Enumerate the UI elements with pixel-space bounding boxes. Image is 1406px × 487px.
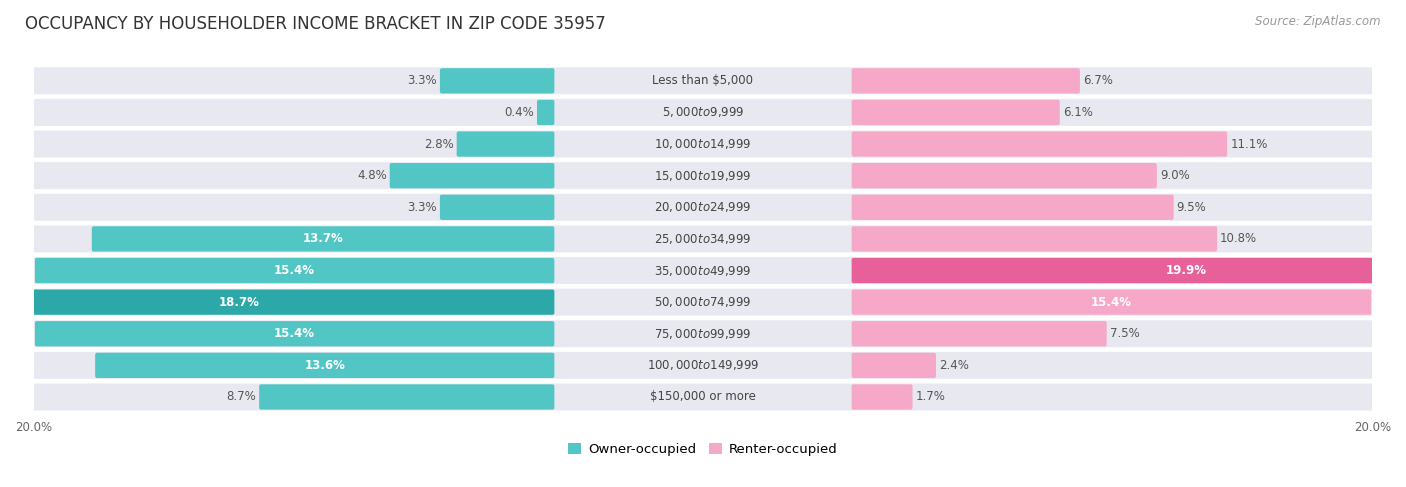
Text: 0.4%: 0.4% <box>505 106 534 119</box>
FancyBboxPatch shape <box>31 66 1375 95</box>
Text: 20.0%: 20.0% <box>1354 421 1391 434</box>
Text: $50,000 to $74,999: $50,000 to $74,999 <box>654 295 752 309</box>
Text: $75,000 to $99,999: $75,000 to $99,999 <box>654 327 752 341</box>
FancyBboxPatch shape <box>31 287 1375 317</box>
Text: 15.4%: 15.4% <box>1091 296 1132 309</box>
FancyBboxPatch shape <box>31 161 1375 190</box>
Text: $35,000 to $49,999: $35,000 to $49,999 <box>654 263 752 278</box>
FancyBboxPatch shape <box>852 131 1227 157</box>
FancyBboxPatch shape <box>852 353 936 378</box>
FancyBboxPatch shape <box>852 321 1107 346</box>
Text: 4.8%: 4.8% <box>357 169 387 182</box>
FancyBboxPatch shape <box>440 195 554 220</box>
Text: 15.4%: 15.4% <box>274 327 315 340</box>
Legend: Owner-occupied, Renter-occupied: Owner-occupied, Renter-occupied <box>562 438 844 462</box>
Text: 10.8%: 10.8% <box>1220 232 1257 245</box>
Text: 19.9%: 19.9% <box>1166 264 1208 277</box>
Text: $25,000 to $34,999: $25,000 to $34,999 <box>654 232 752 246</box>
Text: $15,000 to $19,999: $15,000 to $19,999 <box>654 169 752 183</box>
Text: 20.0%: 20.0% <box>15 421 52 434</box>
FancyBboxPatch shape <box>259 384 554 410</box>
FancyBboxPatch shape <box>852 226 1218 252</box>
Text: 2.4%: 2.4% <box>939 359 969 372</box>
FancyBboxPatch shape <box>852 384 912 410</box>
Text: 1.7%: 1.7% <box>915 391 945 404</box>
Text: 7.5%: 7.5% <box>1109 327 1139 340</box>
FancyBboxPatch shape <box>31 192 1375 222</box>
Text: 9.5%: 9.5% <box>1177 201 1206 214</box>
Text: $10,000 to $14,999: $10,000 to $14,999 <box>654 137 752 151</box>
Text: 18.7%: 18.7% <box>219 296 260 309</box>
FancyBboxPatch shape <box>96 353 554 378</box>
Text: 6.7%: 6.7% <box>1083 75 1112 87</box>
FancyBboxPatch shape <box>31 129 1375 159</box>
FancyBboxPatch shape <box>852 100 1060 125</box>
Text: OCCUPANCY BY HOUSEHOLDER INCOME BRACKET IN ZIP CODE 35957: OCCUPANCY BY HOUSEHOLDER INCOME BRACKET … <box>25 15 606 33</box>
Text: 3.3%: 3.3% <box>408 201 437 214</box>
Text: 13.7%: 13.7% <box>302 232 343 245</box>
FancyBboxPatch shape <box>0 289 554 315</box>
Text: $20,000 to $24,999: $20,000 to $24,999 <box>654 200 752 214</box>
Text: $5,000 to $9,999: $5,000 to $9,999 <box>662 106 744 119</box>
FancyBboxPatch shape <box>389 163 554 188</box>
Text: $100,000 to $149,999: $100,000 to $149,999 <box>647 358 759 373</box>
FancyBboxPatch shape <box>852 68 1080 94</box>
Text: 9.0%: 9.0% <box>1160 169 1189 182</box>
FancyBboxPatch shape <box>537 100 554 125</box>
Text: Source: ZipAtlas.com: Source: ZipAtlas.com <box>1256 15 1381 28</box>
FancyBboxPatch shape <box>852 163 1157 188</box>
FancyBboxPatch shape <box>35 258 554 283</box>
FancyBboxPatch shape <box>31 382 1375 412</box>
FancyBboxPatch shape <box>35 321 554 346</box>
FancyBboxPatch shape <box>31 224 1375 254</box>
FancyBboxPatch shape <box>31 97 1375 127</box>
Text: 15.4%: 15.4% <box>274 264 315 277</box>
Text: 8.7%: 8.7% <box>226 391 256 404</box>
FancyBboxPatch shape <box>31 351 1375 380</box>
FancyBboxPatch shape <box>91 226 554 252</box>
FancyBboxPatch shape <box>852 258 1406 283</box>
Text: 11.1%: 11.1% <box>1230 137 1268 150</box>
Text: 2.8%: 2.8% <box>423 137 454 150</box>
FancyBboxPatch shape <box>852 289 1371 315</box>
Text: $150,000 or more: $150,000 or more <box>650 391 756 404</box>
FancyBboxPatch shape <box>457 131 554 157</box>
FancyBboxPatch shape <box>440 68 554 94</box>
Text: 6.1%: 6.1% <box>1063 106 1092 119</box>
Text: 13.6%: 13.6% <box>304 359 346 372</box>
FancyBboxPatch shape <box>31 319 1375 349</box>
FancyBboxPatch shape <box>852 195 1174 220</box>
FancyBboxPatch shape <box>31 256 1375 285</box>
Text: Less than $5,000: Less than $5,000 <box>652 75 754 87</box>
Text: 3.3%: 3.3% <box>408 75 437 87</box>
